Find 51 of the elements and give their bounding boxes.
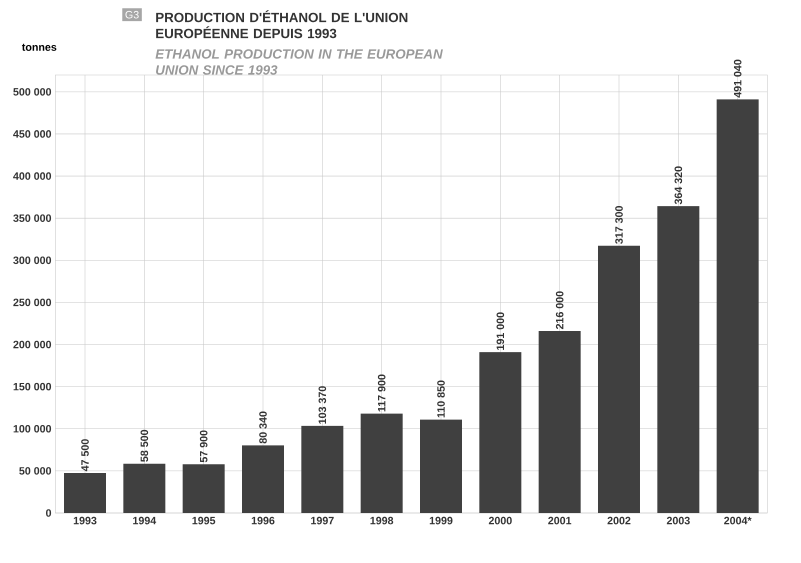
data-label: 103 370: [318, 386, 326, 424]
data-label: 47 500: [81, 439, 89, 472]
x-tick-label: 2002: [608, 516, 630, 524]
bar: [479, 352, 522, 513]
y-tick-label: 350 000: [13, 214, 52, 222]
x-tick-label: 1995: [192, 516, 216, 524]
y-tick-label: 50 000: [19, 467, 52, 475]
x-tick-label: 1997: [311, 516, 334, 524]
chart-subtitle: ETHANOL PRODUCTION IN THE EUROPEAN UNION SINCE 1993: [156, 49, 443, 75]
x-tick-label: 2001: [548, 516, 572, 524]
x-tick-label: 1994: [133, 516, 156, 524]
data-label: 364 320: [674, 166, 682, 204]
x-tick-label: 1999: [430, 516, 452, 524]
bar: [182, 464, 225, 513]
data-label: 57 900: [200, 430, 208, 462]
data-label: 317 300: [615, 206, 623, 244]
y-tick-label: 200 000: [13, 340, 52, 348]
bar: [716, 99, 759, 513]
bar: [242, 445, 284, 513]
data-label: 110 850: [437, 380, 445, 418]
y-tick-label: 250 000: [13, 298, 52, 306]
data-label: 80 340: [259, 412, 267, 444]
y-tick-label: 100 000: [14, 424, 52, 433]
x-tick-label: 2004*: [724, 516, 752, 524]
y-tick-label: 300 000: [13, 256, 52, 264]
y-tick-label: 0: [46, 509, 52, 517]
y-tick-label: 150 000: [14, 382, 52, 390]
data-label: 117 900: [378, 374, 386, 412]
text: G3: [125, 10, 139, 18]
y-tick-label: 400 000: [13, 172, 52, 180]
data-label: 491 040: [734, 60, 742, 98]
bar: [598, 246, 640, 513]
bar: [64, 472, 106, 513]
bar: [123, 464, 166, 513]
bar: [538, 331, 581, 513]
x-tick-label: 1993: [74, 516, 96, 524]
data-label: 58 500: [140, 430, 148, 462]
y-axis-title: tonnes: [22, 44, 56, 51]
bar: [657, 206, 700, 513]
bar: [420, 420, 462, 513]
data-label: 191 000: [496, 312, 504, 350]
bar: [360, 414, 403, 513]
x-tick-label: 1998: [370, 516, 394, 524]
data-label: 216 000: [556, 291, 564, 330]
chart-title: PRODUCTION D'ÉTHANOL DE L'UNION EUROPÉENNE DEPUIS 1993: [156, 10, 408, 38]
y-tick-label: 500 000: [13, 88, 52, 96]
x-tick-label: 2003: [666, 516, 690, 524]
x-tick-label: 2000: [488, 516, 512, 524]
x-tick-label: 1996: [252, 516, 274, 524]
y-tick-label: 450 000: [13, 130, 52, 138]
bar: [301, 426, 344, 513]
